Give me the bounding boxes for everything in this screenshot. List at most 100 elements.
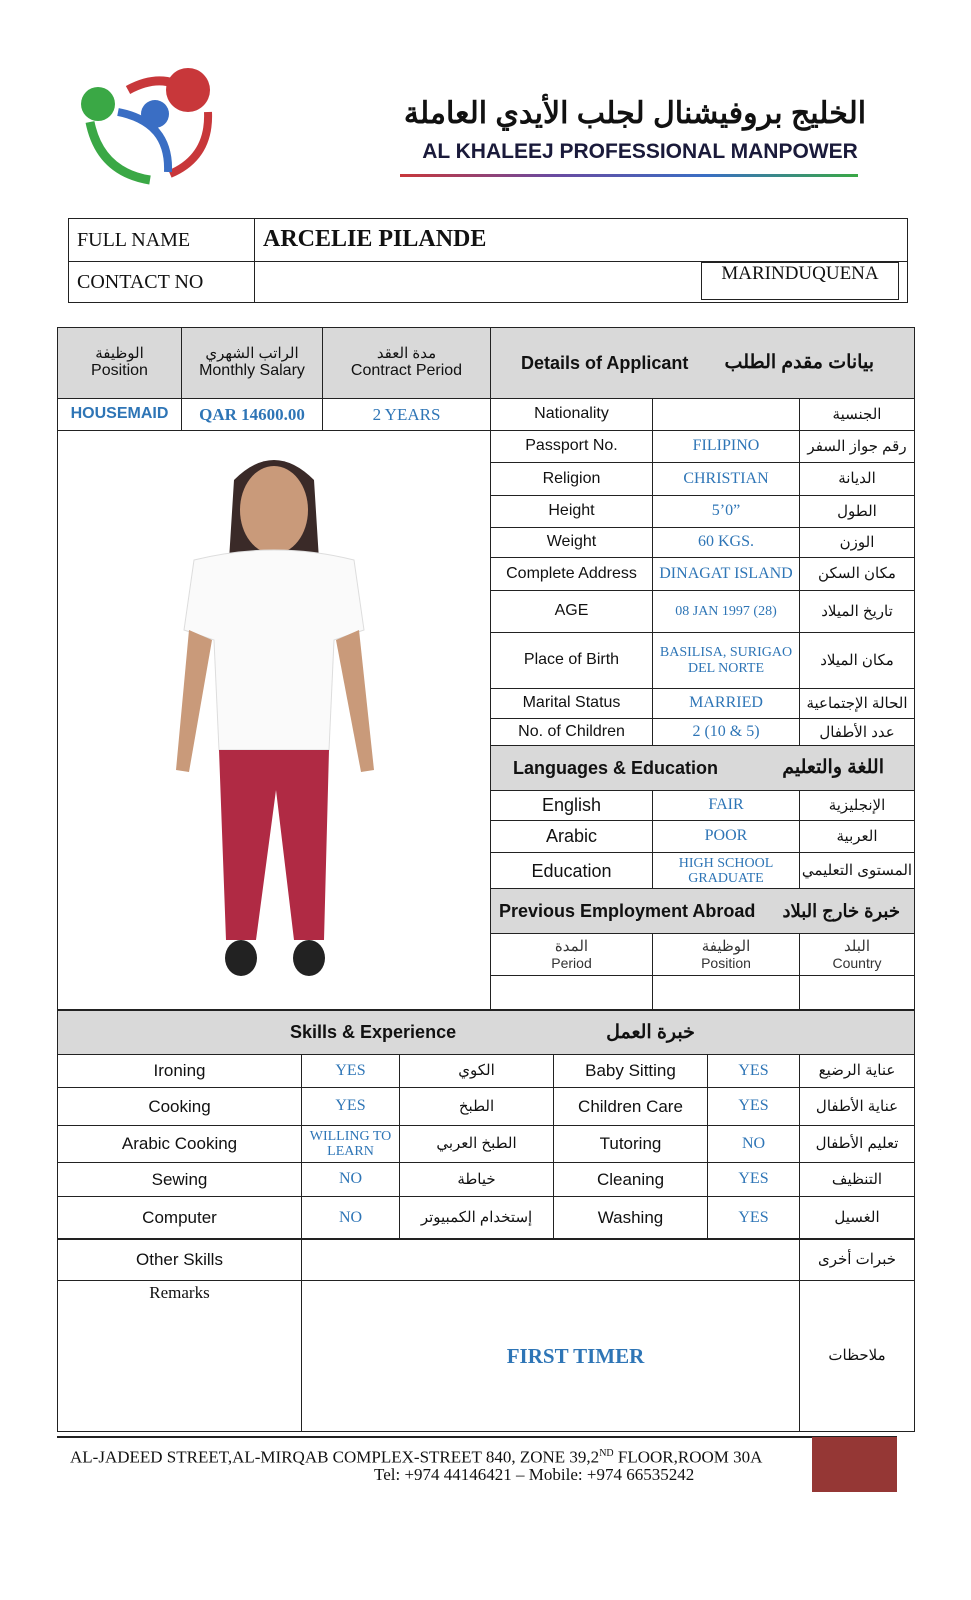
period-label: Period	[551, 955, 592, 972]
footer-address-end: FLOOR,ROOM 30A	[613, 1447, 763, 1467]
skill-label-ar: الكوي	[399, 1054, 554, 1088]
detail-value: DINAGAT ISLAND	[652, 557, 800, 591]
code-value: MARINDUQUENA	[701, 262, 899, 300]
company-logo	[70, 62, 220, 187]
skill-label: Cleaning	[553, 1162, 708, 1197]
skill-label-ar: عناية الرضيع	[799, 1054, 915, 1088]
details-title: Details of Applicant	[521, 352, 689, 373]
full-name-label: FULL NAME	[68, 218, 255, 262]
full-name-value: ARCELIE PILANDE	[254, 218, 908, 262]
detail-label: AGE	[490, 590, 653, 633]
employment-period-header: المدة Period	[490, 933, 653, 976]
footer-sup: ND	[599, 1448, 614, 1459]
contact-value	[254, 261, 908, 303]
detail-label-ar: رقم جواز السفر	[799, 430, 915, 463]
contact-label: CONTACT NO	[68, 261, 255, 303]
contract-value: 2 YEARS	[322, 398, 491, 431]
position-value: HOUSEMAID	[57, 398, 182, 431]
remarks-label: Remarks	[57, 1280, 302, 1432]
skill-value: NO	[301, 1162, 400, 1197]
other-skills-ar: خبرات أخرى	[799, 1238, 915, 1281]
skill-value: YES	[301, 1087, 400, 1126]
languages-title-ar: اللغة والتعليم	[782, 757, 884, 779]
employment-country-header: البلد Country	[799, 933, 915, 976]
details-header: Details of Applicant بيانات مقدم الطلب	[490, 327, 915, 399]
languages-header: Languages & Education اللغة والتعليم	[490, 745, 915, 791]
detail-label-ar: مكان السكن	[799, 557, 915, 591]
detail-label-ar: الديانة	[799, 462, 915, 496]
footer-address-line: AL-JADEED STREET,AL-MIRQAB COMPLEX-STREE…	[70, 1447, 600, 1467]
employment-country-cell	[799, 975, 915, 1010]
skill-label: Washing	[553, 1196, 708, 1240]
remarks-ar: ملاحظات	[799, 1280, 915, 1432]
employment-header: Previous Employment Abroad خبرة خارج البل…	[490, 888, 915, 934]
detail-value: 60 KGS.	[652, 527, 800, 558]
detail-label-ar: الجنسية	[799, 398, 915, 431]
detail-value: 2 (10 & 5)	[652, 718, 800, 747]
detail-label: No. of Children	[490, 718, 653, 747]
detail-label: Place of Birth	[490, 632, 653, 689]
applicant-photo	[57, 430, 491, 1010]
skill-label-ar: تعليم الأطفال	[799, 1125, 915, 1163]
employment-title: Previous Employment Abroad	[499, 900, 756, 921]
language-value: HIGH SCHOOL GRADUATE	[652, 852, 800, 890]
skill-value: WILLING TO LEARN	[301, 1125, 400, 1163]
detail-label-ar: مكان الميلاد	[799, 632, 915, 689]
contract-label: Contract Period	[350, 362, 463, 380]
footer-address: AL-JADEED STREET,AL-MIRQAB COMPLEX-STREE…	[70, 1443, 810, 1468]
emp-position-label: Position	[701, 955, 751, 972]
country-ar: البلد	[843, 937, 871, 955]
skill-value: NO	[301, 1196, 400, 1240]
skill-label: Arabic Cooking	[57, 1125, 302, 1163]
language-label: Arabic	[490, 820, 653, 853]
skill-label: Ironing	[57, 1054, 302, 1088]
employment-position-header: الوظيفة Position	[652, 933, 800, 976]
skill-label-ar: الطبخ العربي	[399, 1125, 554, 1163]
language-label: Education	[490, 852, 653, 890]
language-label-ar: العربية	[799, 820, 915, 853]
salary-value: QAR 14600.00	[181, 398, 323, 431]
salary-header: الراتب الشهري Monthly Salary	[181, 327, 323, 399]
skill-label: Children Care	[553, 1087, 708, 1126]
remarks-value: FIRST TIMER	[301, 1280, 800, 1432]
company-name-ar: الخليج بروفيشنال لجلب الأيدي العاملة	[403, 97, 867, 130]
details-title-ar: بيانات مقدم الطلب	[724, 352, 874, 374]
skill-value: YES	[301, 1054, 400, 1088]
skills-header: Skills & Experience خبرة العمل	[57, 1010, 915, 1055]
footer-accent-block	[812, 1437, 897, 1492]
skill-label-ar: الطبخ	[399, 1087, 554, 1126]
skill-label: Computer	[57, 1196, 302, 1240]
skill-value: YES	[707, 1087, 800, 1126]
skill-value: NO	[707, 1125, 800, 1163]
detail-label-ar: عدد الأطفال	[799, 718, 915, 747]
other-skills-label: Other Skills	[57, 1238, 302, 1281]
detail-label: Height	[490, 495, 653, 528]
skill-label-ar: التنظيف	[799, 1162, 915, 1197]
skills-title-ar: خبرة العمل	[606, 1021, 695, 1043]
employment-period-cell	[490, 975, 653, 1010]
language-label: English	[490, 790, 653, 821]
skill-label: Tutoring	[553, 1125, 708, 1163]
skill-label: Sewing	[57, 1162, 302, 1197]
language-value: FAIR	[652, 790, 800, 821]
detail-label: Religion	[490, 462, 653, 496]
skill-label-ar: إستخدام الكمبيوتر	[399, 1196, 554, 1240]
emp-position-ar: الوظيفة	[701, 937, 751, 955]
language-label-ar: المستوى التعليمي	[799, 852, 915, 890]
detail-label: Complete Address	[490, 557, 653, 591]
detail-label: Nationality	[490, 398, 653, 431]
skill-value: YES	[707, 1054, 800, 1088]
footer-divider	[57, 1436, 897, 1438]
contract-header: مدة العقد Contract Period	[322, 327, 491, 399]
salary-ar: الراتب الشهري	[205, 345, 299, 363]
language-label-ar: الإنجليزية	[799, 790, 915, 821]
languages-title: Languages & Education	[513, 757, 719, 778]
detail-label-ar: الوزن	[799, 527, 915, 558]
detail-label: Weight	[490, 527, 653, 558]
position-ar: الوظيفة	[95, 345, 144, 363]
detail-label: Passport No.	[490, 430, 653, 463]
skill-label-ar: خياطة	[399, 1162, 554, 1197]
detail-value: 08 JAN 1997 (28)	[652, 590, 800, 633]
detail-label-ar: الطول	[799, 495, 915, 528]
company-name-en: AL KHALEEJ PROFESSIONAL MANPOWER	[422, 140, 858, 163]
